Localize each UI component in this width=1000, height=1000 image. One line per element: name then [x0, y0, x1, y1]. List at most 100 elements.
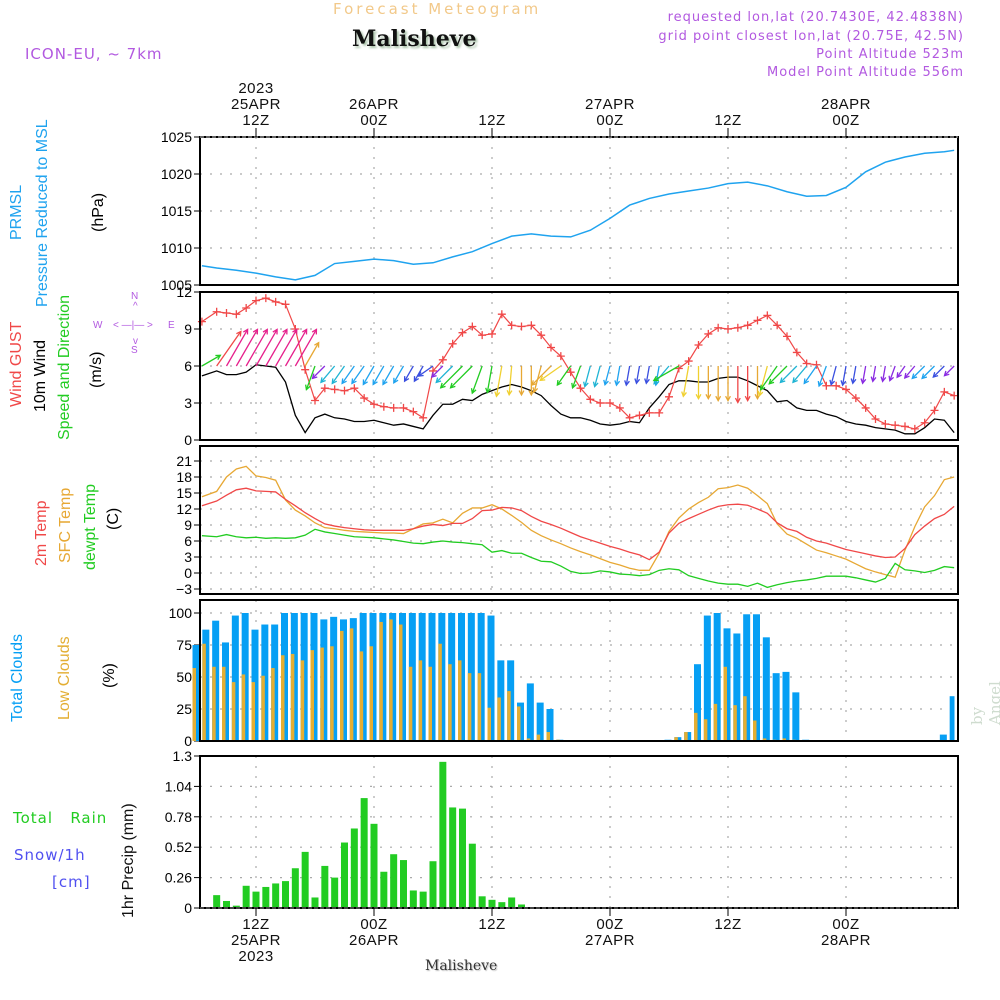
rain-bar [291, 868, 299, 908]
wind-arrow-shaft [304, 342, 320, 367]
rain-bar [429, 861, 437, 908]
rain-legend-label: Total Rain [13, 809, 108, 827]
wind-arrow-head [314, 341, 320, 348]
wind-arrow-head [817, 380, 824, 388]
wind-direction-arrow [734, 366, 741, 404]
gust-marker [891, 421, 900, 430]
rain-bar [252, 891, 260, 908]
total-cloud-bar [939, 734, 947, 741]
wind-arrow-head [734, 397, 741, 404]
low-cloud-bar [202, 643, 206, 741]
wind-arrow-head [372, 379, 378, 386]
low-cloud-bar [517, 706, 521, 741]
compass-south: S [131, 345, 138, 356]
wind-arrow-shaft [382, 365, 395, 385]
wind-direction-arrow [225, 328, 249, 367]
bottom-time-label: 00Z [832, 916, 859, 933]
precip-ytick-label: 1.04 [165, 778, 192, 794]
pressure-ytick-label: 1025 [161, 129, 192, 145]
location-title: Malisheve [352, 26, 477, 52]
wind-direction-arrow [705, 366, 712, 401]
gust-marker [409, 407, 418, 416]
wind-arrow-shaft [635, 365, 641, 384]
gust-marker [556, 352, 565, 361]
wind-arrow-head [282, 328, 288, 335]
precip-frame [199, 755, 959, 909]
wind-ytick-label: 6 [184, 358, 192, 374]
gust-marker [488, 329, 496, 338]
model-point-altitude: Model Point Altitude 556m [767, 65, 964, 80]
wind-arrow-shaft [841, 365, 847, 386]
rain-bar [439, 761, 447, 908]
wind-arrow-shaft [450, 365, 473, 389]
wind-arrow-shaft [311, 365, 326, 379]
low-cloud-bar [231, 682, 236, 741]
wind-arrow-shaft [201, 354, 221, 367]
wind-arrow-shaft [531, 365, 552, 386]
wind-arrow-shaft [331, 365, 346, 384]
wind-arrow-shaft [305, 365, 316, 390]
bottom-time-label: 00Z [596, 916, 623, 933]
wind-arrow-shaft [341, 365, 355, 384]
wind-arrow-head [903, 372, 910, 379]
top-time-label: 12Z [242, 112, 269, 129]
wind-arrow-shaft [792, 365, 808, 383]
clouds-ytick-label: 0 [184, 733, 192, 749]
wind-direction-arrow [903, 365, 916, 379]
gust-line [201, 297, 955, 430]
wind-direction-arrow [829, 365, 837, 387]
top-time-label: 12Z [478, 112, 505, 129]
gust-marker [537, 331, 546, 340]
gust-marker [370, 400, 378, 409]
wind-arrow-head [272, 328, 278, 335]
wind-arrow-head [634, 378, 641, 385]
wind-arrow-head [725, 395, 731, 402]
gust-marker [340, 386, 349, 395]
wind-arrow-shaft [881, 365, 886, 382]
wind-arrow-head [681, 391, 687, 398]
temperature-ytick-label: 18 [176, 469, 192, 485]
low-cloud-bar [674, 737, 678, 741]
wind-direction-arrow [294, 328, 318, 367]
gust-marker [635, 411, 644, 420]
total-cloud-bar [694, 664, 701, 741]
wind-direction-arrow [413, 365, 424, 383]
wind-direction-arrow [216, 330, 242, 367]
rain-bar [400, 860, 407, 908]
low-cloud-bar [330, 646, 334, 741]
wind-arrow-shaft [351, 365, 365, 384]
wind-arrow-head [331, 378, 338, 385]
wind-arrow-head [311, 373, 318, 380]
gust-marker [674, 364, 683, 373]
gust-marker [547, 343, 555, 352]
wind-arrow-head [470, 388, 477, 395]
bottom-time-label: 27APR [585, 932, 635, 949]
gust-marker [389, 403, 398, 412]
wind-arrow-head [311, 328, 318, 335]
precip-ytick-label: 0.78 [165, 809, 192, 825]
gust-marker [576, 384, 585, 393]
wind-arrow-head [351, 378, 357, 385]
wind-direction-arrow [539, 365, 562, 382]
top-time-label: 12Z [714, 112, 741, 129]
low-cloud-bar [477, 673, 482, 741]
total-cloud-bar [949, 696, 955, 741]
total-cloud-bar [743, 614, 751, 741]
wind-direction-arrow [449, 365, 473, 389]
wind-direction-arrow [435, 365, 454, 384]
wind-direction-arrow [341, 365, 355, 385]
rain-bar [282, 881, 289, 908]
wind-arrow-head [614, 380, 621, 387]
wind-arrow-shaft [852, 365, 857, 384]
pressure-ytick-label: 1020 [161, 166, 192, 182]
wind-direction-arrow [470, 365, 483, 395]
precip-ytick-label: 0.52 [165, 839, 192, 855]
wind-direction-arrow [911, 365, 926, 380]
wind-arrow-head [921, 373, 928, 380]
wind-direction-arrow [528, 366, 535, 397]
low-cloud-bar [310, 650, 314, 741]
low-cloud-bar [526, 738, 531, 741]
low-cloud-bar [428, 666, 432, 741]
wind-arrow-shaft [418, 365, 434, 377]
